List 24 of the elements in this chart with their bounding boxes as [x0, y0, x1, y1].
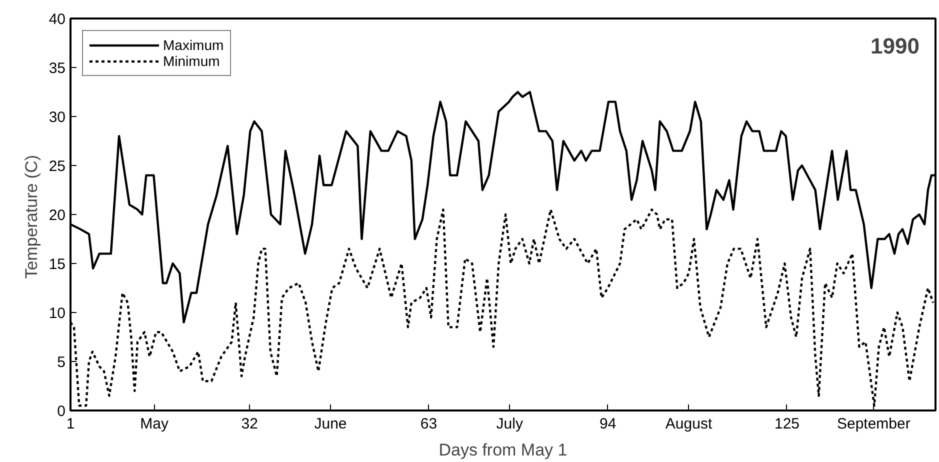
x-tick-label: August [665, 416, 713, 432]
legend-label: Maximum [163, 37, 224, 53]
x-tick-label: July [496, 416, 524, 432]
x-tick-label: 32 [241, 416, 258, 432]
y-tick-label: 25 [48, 158, 66, 175]
x-axis-title: Days from May 1 [438, 440, 568, 460]
x-tick-label: 1 [66, 416, 75, 432]
y-tick-label: 0 [57, 403, 66, 420]
x-tick-label: 63 [420, 416, 438, 432]
x-tick-label: May [140, 416, 169, 432]
y-tick-label: 35 [48, 60, 66, 77]
x-tick-label: September [836, 416, 910, 432]
x-tick-label: 94 [600, 416, 616, 432]
y-tick-label: 30 [48, 109, 66, 126]
y-tick-label: 20 [48, 207, 66, 224]
legend-label: Minimum [163, 53, 220, 69]
y-tick-label: 40 [48, 11, 66, 28]
x-tick-label: June [314, 416, 347, 432]
y-tick-label: 10 [48, 305, 66, 322]
annotation: 1990 [870, 34, 920, 58]
y-tick-label: 5 [57, 354, 66, 371]
x-tick-label: 125 [774, 416, 800, 432]
y-tick-label: 15 [48, 256, 66, 273]
y-axis-title: Temperature (C) [22, 154, 41, 279]
